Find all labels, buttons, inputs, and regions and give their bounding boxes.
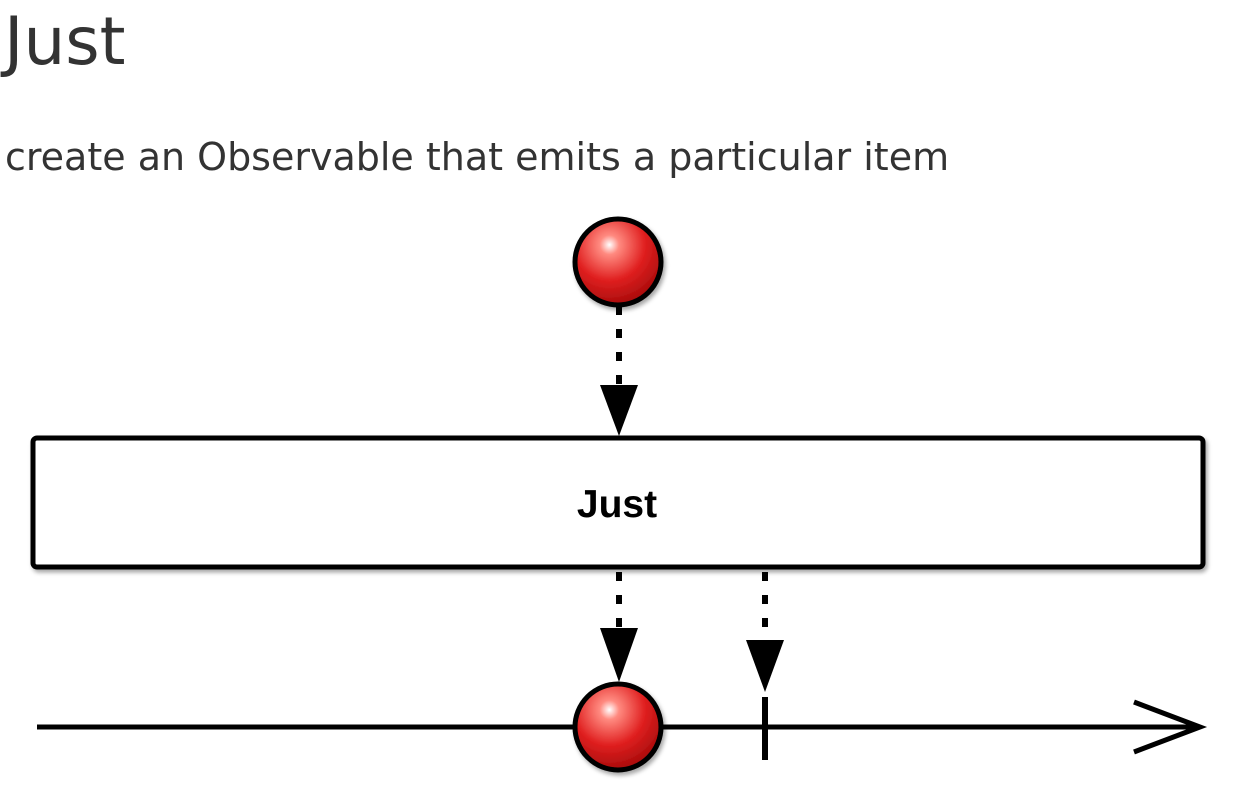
input-item — [572, 216, 664, 308]
page-subtitle: create an Observable that emits a partic… — [5, 135, 950, 179]
completion-arrow — [746, 572, 784, 692]
input-arrow — [600, 306, 638, 436]
output-item-arrow — [600, 572, 638, 682]
operator-label: Just — [577, 483, 657, 526]
operator-box: Just — [30, 435, 1206, 570]
output-item — [572, 681, 664, 773]
page-title: Just — [4, 3, 126, 80]
